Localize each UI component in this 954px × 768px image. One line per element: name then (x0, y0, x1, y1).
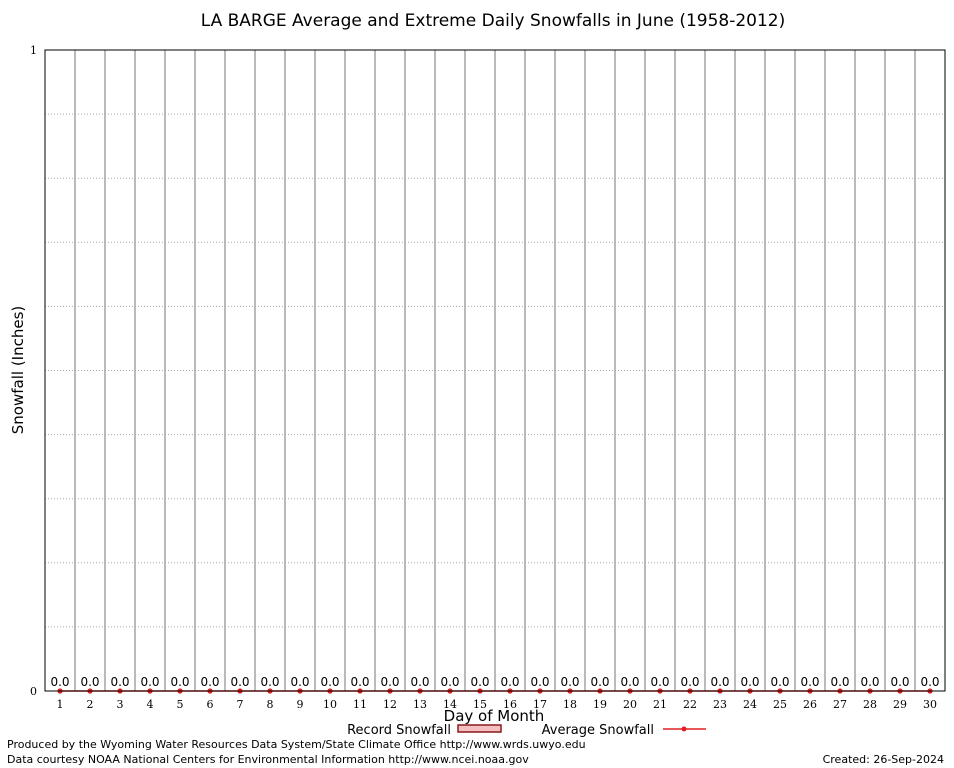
value-label-day-23: 0.0 (710, 675, 729, 689)
value-label-day-6: 0.0 (200, 675, 219, 689)
value-label-day-13: 0.0 (410, 675, 429, 689)
value-label-day-7: 0.0 (230, 675, 249, 689)
value-label-day-12: 0.0 (380, 675, 399, 689)
legend-label-record: Record Snowfall (347, 723, 451, 738)
footer-created: Created: 26-Sep-2024 (823, 753, 944, 766)
value-label-day-27: 0.0 (830, 675, 849, 689)
value-label-day-24: 0.0 (740, 675, 759, 689)
grid-lines (45, 50, 945, 691)
x-tick-label: 2 (87, 698, 94, 711)
value-label-day-21: 0.0 (650, 675, 669, 689)
value-label-day-18: 0.0 (560, 675, 579, 689)
value-label-day-28: 0.0 (860, 675, 879, 689)
x-tick-label: 27 (833, 698, 847, 711)
x-tick-label: 7 (237, 698, 244, 711)
value-label-day-11: 0.0 (350, 675, 369, 689)
x-tick-label: 30 (923, 698, 937, 711)
x-tick-label: 26 (803, 698, 817, 711)
value-label-day-30: 0.0 (920, 675, 939, 689)
footer-courtesy: Data courtesy NOAA National Centers for … (7, 753, 529, 766)
y-tick-label: 1 (30, 44, 37, 57)
x-tick-label: 24 (743, 698, 757, 711)
legend-marker-average (681, 726, 687, 732)
x-tick-label: 14 (443, 698, 457, 711)
x-tick-labels: 1 2 3 4 5 6 7 8 9 10 11 12 13 14 15 16 17 18 19 20 21 22 23 24 2… (57, 698, 938, 711)
x-tick-label: 22 (683, 698, 697, 711)
value-label-day-16: 0.0 (500, 675, 519, 689)
value-label-day-25: 0.0 (770, 675, 789, 689)
value-label-day-26: 0.0 (800, 675, 819, 689)
x-tick-label: 12 (383, 698, 397, 711)
x-tick-label: 15 (473, 698, 487, 711)
value-label-day-19: 0.0 (590, 675, 609, 689)
chart-title: LA BARGE Average and Extreme Daily Snowf… (201, 11, 786, 31)
x-tick-label: 23 (713, 698, 727, 711)
x-tick-label: 21 (653, 698, 667, 711)
value-label-day-10: 0.0 (320, 675, 339, 689)
value-label-day-22: 0.0 (680, 675, 699, 689)
x-tick-label: 16 (503, 698, 517, 711)
legend-swatch-record (457, 724, 502, 733)
value-label-day-2: 0.0 (80, 675, 99, 689)
footer-produced: Produced by the Wyoming Water Resources … (7, 738, 586, 751)
value-label-day-8: 0.0 (260, 675, 279, 689)
x-axis-label: Day of Month (444, 707, 545, 725)
y-tick-label: 0 (30, 685, 37, 698)
value-label-day-1: 0.0 (50, 675, 69, 689)
value-label-day-4: 0.0 (140, 675, 159, 689)
x-tick-label: 20 (623, 698, 637, 711)
value-label-day-15: 0.0 (470, 675, 489, 689)
x-tick-label: 10 (323, 698, 337, 711)
x-tick-label: 8 (267, 698, 274, 711)
x-tick-label: 29 (893, 698, 907, 711)
value-label-day-14: 0.0 (440, 675, 459, 689)
x-tick-label: 17 (533, 698, 547, 711)
x-tick-label: 13 (413, 698, 427, 711)
x-tick-label: 6 (207, 698, 214, 711)
x-tick-label: 28 (863, 698, 877, 711)
value-label-day-20: 0.0 (620, 675, 639, 689)
y-tick-labels: 01 (30, 44, 37, 698)
value-label-day-5: 0.0 (170, 675, 189, 689)
x-tick-label: 5 (177, 698, 184, 711)
x-tick-label: 18 (563, 698, 577, 711)
y-axis-label: Snowfall (Inches) (9, 306, 27, 434)
x-tick-label: 25 (773, 698, 787, 711)
x-tick-label: 11 (353, 698, 367, 711)
value-label-day-3: 0.0 (110, 675, 129, 689)
value-label-day-9: 0.0 (290, 675, 309, 689)
legend: Record Snowfall Average Snowfall (347, 723, 706, 738)
legend-label-average: Average Snowfall (542, 723, 654, 738)
value-label-day-17: 0.0 (530, 675, 549, 689)
value-label-day-29: 0.0 (890, 675, 909, 689)
value-labels: 0.0 0.0 0.0 0.0 0.0 0.0 0.0 0.0 0.0 0.0 0.0 0.0 0.0 0… (50, 675, 939, 689)
x-tick-label: 9 (297, 698, 304, 711)
x-tick-label: 1 (57, 698, 64, 711)
x-tick-label: 19 (593, 698, 607, 711)
plot-frame (44, 49, 946, 692)
x-tick-label: 3 (117, 698, 124, 711)
x-tick-label: 4 (147, 698, 154, 711)
